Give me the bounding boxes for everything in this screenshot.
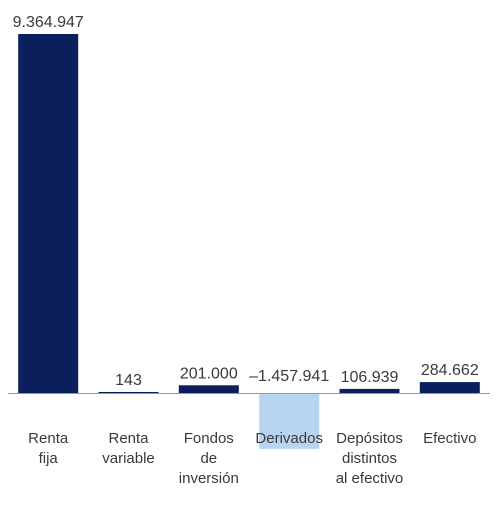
bars-group <box>18 34 480 449</box>
value-label-2: 201.000 <box>180 365 238 382</box>
value-label-1: 143 <box>115 372 142 389</box>
category-label-1: Renta variable <box>102 430 155 467</box>
bar-3 <box>259 393 320 449</box>
value-labels-group: 9.364.947 143 201.000 –1.457.941 106.939 284.… <box>13 14 479 389</box>
category-label-line: Derivados <box>255 430 323 447</box>
value-label-4: 106.939 <box>341 369 399 386</box>
bar-4 <box>339 388 400 393</box>
category-label-line: Renta <box>108 430 149 447</box>
category-label-line: al efectivo <box>336 470 404 487</box>
bar-2 <box>178 385 239 393</box>
category-label-line: Depósitos <box>336 430 403 447</box>
category-label-line: variable <box>102 450 155 467</box>
bar-0 <box>18 34 79 393</box>
category-label-line: fija <box>39 450 59 467</box>
value-label-5: 284.662 <box>421 362 479 379</box>
bar-5 <box>419 382 480 393</box>
category-label-3: Derivados <box>255 430 323 447</box>
value-label-0: 9.364.947 <box>13 14 84 31</box>
category-labels-group: Renta fija Renta variable Fondos de inversión D… <box>28 430 476 487</box>
value-label-3: –1.457.941 <box>249 368 329 385</box>
category-label-2: Fondos de inversión <box>179 430 239 487</box>
category-label-line: de <box>200 450 217 467</box>
category-label-5: Efectivo <box>423 430 476 447</box>
category-label-0: Renta fija <box>28 430 69 467</box>
category-label-line: Fondos <box>184 430 234 447</box>
bar-1 <box>98 392 159 393</box>
category-label-line: distintos <box>342 450 397 467</box>
category-label-line: Renta <box>28 430 69 447</box>
category-label-4: Depósitos distintos al efectivo <box>336 430 404 487</box>
category-label-line: Efectivo <box>423 430 476 447</box>
category-label-line: inversión <box>179 470 239 487</box>
